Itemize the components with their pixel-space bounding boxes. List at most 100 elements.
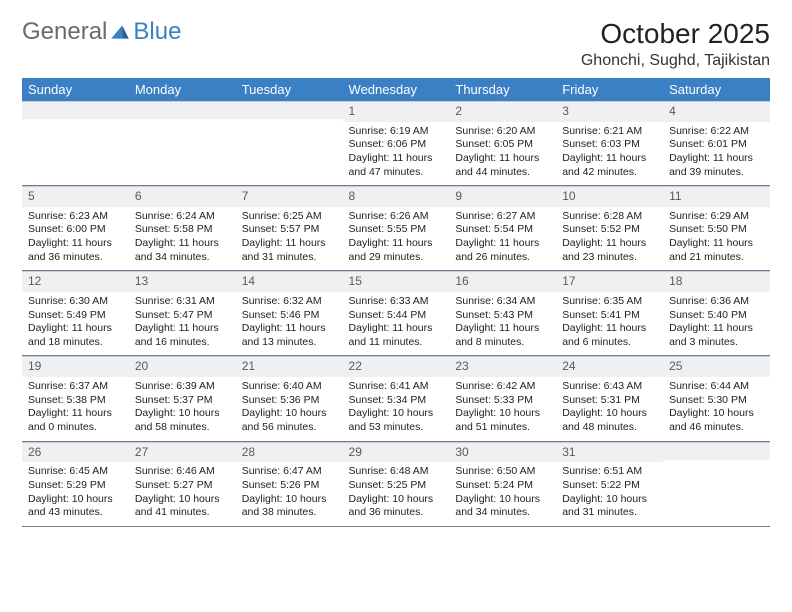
day-body: Sunrise: 6:45 AMSunset: 5:29 PMDaylight:…: [22, 462, 129, 526]
day-number: 2: [449, 101, 556, 122]
day-body: Sunrise: 6:51 AMSunset: 5:22 PMDaylight:…: [556, 462, 663, 526]
sunset-line: Sunset: 5:33 PM: [455, 394, 550, 408]
day-body: Sunrise: 6:40 AMSunset: 5:36 PMDaylight:…: [236, 377, 343, 441]
calendar-day-cell: [236, 101, 343, 186]
sunrise-line: Sunrise: 6:43 AM: [562, 380, 657, 394]
calendar-day-cell: 11Sunrise: 6:29 AMSunset: 5:50 PMDayligh…: [663, 186, 770, 271]
day-number: 10: [556, 186, 663, 207]
calendar-table: Sunday Monday Tuesday Wednesday Thursday…: [22, 78, 770, 527]
daylight-line: Daylight: 11 hours and 29 minutes.: [349, 237, 444, 264]
day-header-row: Sunday Monday Tuesday Wednesday Thursday…: [22, 78, 770, 101]
sunset-line: Sunset: 5:40 PM: [669, 309, 764, 323]
day-body: [22, 119, 129, 177]
sunrise-line: Sunrise: 6:25 AM: [242, 210, 337, 224]
calendar-day-cell: 21Sunrise: 6:40 AMSunset: 5:36 PMDayligh…: [236, 356, 343, 441]
day-number: 17: [556, 271, 663, 292]
day-number: 14: [236, 271, 343, 292]
daylight-line: Daylight: 10 hours and 56 minutes.: [242, 407, 337, 434]
day-number: 22: [343, 356, 450, 377]
sunset-line: Sunset: 5:43 PM: [455, 309, 550, 323]
sunrise-line: Sunrise: 6:23 AM: [28, 210, 123, 224]
sunrise-line: Sunrise: 6:35 AM: [562, 295, 657, 309]
day-body: Sunrise: 6:29 AMSunset: 5:50 PMDaylight:…: [663, 207, 770, 271]
sunset-line: Sunset: 6:06 PM: [349, 138, 444, 152]
calendar-day-cell: 28Sunrise: 6:47 AMSunset: 5:26 PMDayligh…: [236, 441, 343, 526]
sunrise-line: Sunrise: 6:32 AM: [242, 295, 337, 309]
day-body: Sunrise: 6:39 AMSunset: 5:37 PMDaylight:…: [129, 377, 236, 441]
logo-text-blue: Blue: [133, 18, 181, 46]
day-header: Sunday: [22, 78, 129, 101]
calendar-week-row: 19Sunrise: 6:37 AMSunset: 5:38 PMDayligh…: [22, 356, 770, 441]
daylight-line: Daylight: 11 hours and 18 minutes.: [28, 322, 123, 349]
calendar-day-cell: 10Sunrise: 6:28 AMSunset: 5:52 PMDayligh…: [556, 186, 663, 271]
logo-text-general: General: [22, 18, 107, 46]
day-body: Sunrise: 6:50 AMSunset: 5:24 PMDaylight:…: [449, 462, 556, 526]
daylight-line: Daylight: 11 hours and 36 minutes.: [28, 237, 123, 264]
daylight-line: Daylight: 11 hours and 31 minutes.: [242, 237, 337, 264]
day-number: [663, 442, 770, 460]
calendar-week-row: 26Sunrise: 6:45 AMSunset: 5:29 PMDayligh…: [22, 441, 770, 526]
sunset-line: Sunset: 5:55 PM: [349, 223, 444, 237]
sunrise-line: Sunrise: 6:36 AM: [669, 295, 764, 309]
day-body: Sunrise: 6:22 AMSunset: 6:01 PMDaylight:…: [663, 122, 770, 186]
daylight-line: Daylight: 11 hours and 8 minutes.: [455, 322, 550, 349]
daylight-line: Daylight: 11 hours and 44 minutes.: [455, 152, 550, 179]
sunrise-line: Sunrise: 6:22 AM: [669, 125, 764, 139]
sunset-line: Sunset: 5:44 PM: [349, 309, 444, 323]
sunset-line: Sunset: 6:05 PM: [455, 138, 550, 152]
daylight-line: Daylight: 11 hours and 21 minutes.: [669, 237, 764, 264]
sunset-line: Sunset: 5:46 PM: [242, 309, 337, 323]
calendar-day-cell: 24Sunrise: 6:43 AMSunset: 5:31 PMDayligh…: [556, 356, 663, 441]
calendar-day-cell: 3Sunrise: 6:21 AMSunset: 6:03 PMDaylight…: [556, 101, 663, 186]
day-body: Sunrise: 6:21 AMSunset: 6:03 PMDaylight:…: [556, 122, 663, 186]
day-body: Sunrise: 6:44 AMSunset: 5:30 PMDaylight:…: [663, 377, 770, 441]
day-body: Sunrise: 6:47 AMSunset: 5:26 PMDaylight:…: [236, 462, 343, 526]
sunset-line: Sunset: 5:26 PM: [242, 479, 337, 493]
calendar-day-cell: 15Sunrise: 6:33 AMSunset: 5:44 PMDayligh…: [343, 271, 450, 356]
sunrise-line: Sunrise: 6:31 AM: [135, 295, 230, 309]
calendar-day-cell: 9Sunrise: 6:27 AMSunset: 5:54 PMDaylight…: [449, 186, 556, 271]
day-number: 27: [129, 442, 236, 463]
header: General Blue October 2025 Ghonchi, Sughd…: [22, 18, 770, 70]
calendar-day-cell: 8Sunrise: 6:26 AMSunset: 5:55 PMDaylight…: [343, 186, 450, 271]
daylight-line: Daylight: 10 hours and 41 minutes.: [135, 493, 230, 520]
calendar-day-cell: [22, 101, 129, 186]
day-number: 13: [129, 271, 236, 292]
logo: General Blue: [22, 18, 181, 46]
day-body: Sunrise: 6:30 AMSunset: 5:49 PMDaylight:…: [22, 292, 129, 356]
daylight-line: Daylight: 10 hours and 46 minutes.: [669, 407, 764, 434]
sunrise-line: Sunrise: 6:51 AM: [562, 465, 657, 479]
day-number: 24: [556, 356, 663, 377]
calendar-day-cell: 29Sunrise: 6:48 AMSunset: 5:25 PMDayligh…: [343, 441, 450, 526]
day-body: Sunrise: 6:23 AMSunset: 6:00 PMDaylight:…: [22, 207, 129, 271]
calendar-day-cell: 31Sunrise: 6:51 AMSunset: 5:22 PMDayligh…: [556, 441, 663, 526]
sunset-line: Sunset: 5:27 PM: [135, 479, 230, 493]
day-number: [236, 101, 343, 119]
day-body: Sunrise: 6:46 AMSunset: 5:27 PMDaylight:…: [129, 462, 236, 526]
calendar-day-cell: 19Sunrise: 6:37 AMSunset: 5:38 PMDayligh…: [22, 356, 129, 441]
day-body: Sunrise: 6:27 AMSunset: 5:54 PMDaylight:…: [449, 207, 556, 271]
location: Ghonchi, Sughd, Tajikistan: [581, 52, 770, 70]
sunset-line: Sunset: 6:01 PM: [669, 138, 764, 152]
sunrise-line: Sunrise: 6:45 AM: [28, 465, 123, 479]
day-number: 31: [556, 442, 663, 463]
day-body: [663, 460, 770, 518]
day-header: Wednesday: [343, 78, 450, 101]
day-number: 4: [663, 101, 770, 122]
sunrise-line: Sunrise: 6:47 AM: [242, 465, 337, 479]
sunrise-line: Sunrise: 6:29 AM: [669, 210, 764, 224]
day-number: 11: [663, 186, 770, 207]
calendar-day-cell: 1Sunrise: 6:19 AMSunset: 6:06 PMDaylight…: [343, 101, 450, 186]
day-body: Sunrise: 6:34 AMSunset: 5:43 PMDaylight:…: [449, 292, 556, 356]
day-number: 25: [663, 356, 770, 377]
sunrise-line: Sunrise: 6:19 AM: [349, 125, 444, 139]
daylight-line: Daylight: 11 hours and 34 minutes.: [135, 237, 230, 264]
day-body: Sunrise: 6:33 AMSunset: 5:44 PMDaylight:…: [343, 292, 450, 356]
day-number: 26: [22, 442, 129, 463]
calendar-day-cell: 25Sunrise: 6:44 AMSunset: 5:30 PMDayligh…: [663, 356, 770, 441]
daylight-line: Daylight: 11 hours and 11 minutes.: [349, 322, 444, 349]
day-number: 16: [449, 271, 556, 292]
day-body: Sunrise: 6:35 AMSunset: 5:41 PMDaylight:…: [556, 292, 663, 356]
day-number: 7: [236, 186, 343, 207]
sunset-line: Sunset: 5:34 PM: [349, 394, 444, 408]
